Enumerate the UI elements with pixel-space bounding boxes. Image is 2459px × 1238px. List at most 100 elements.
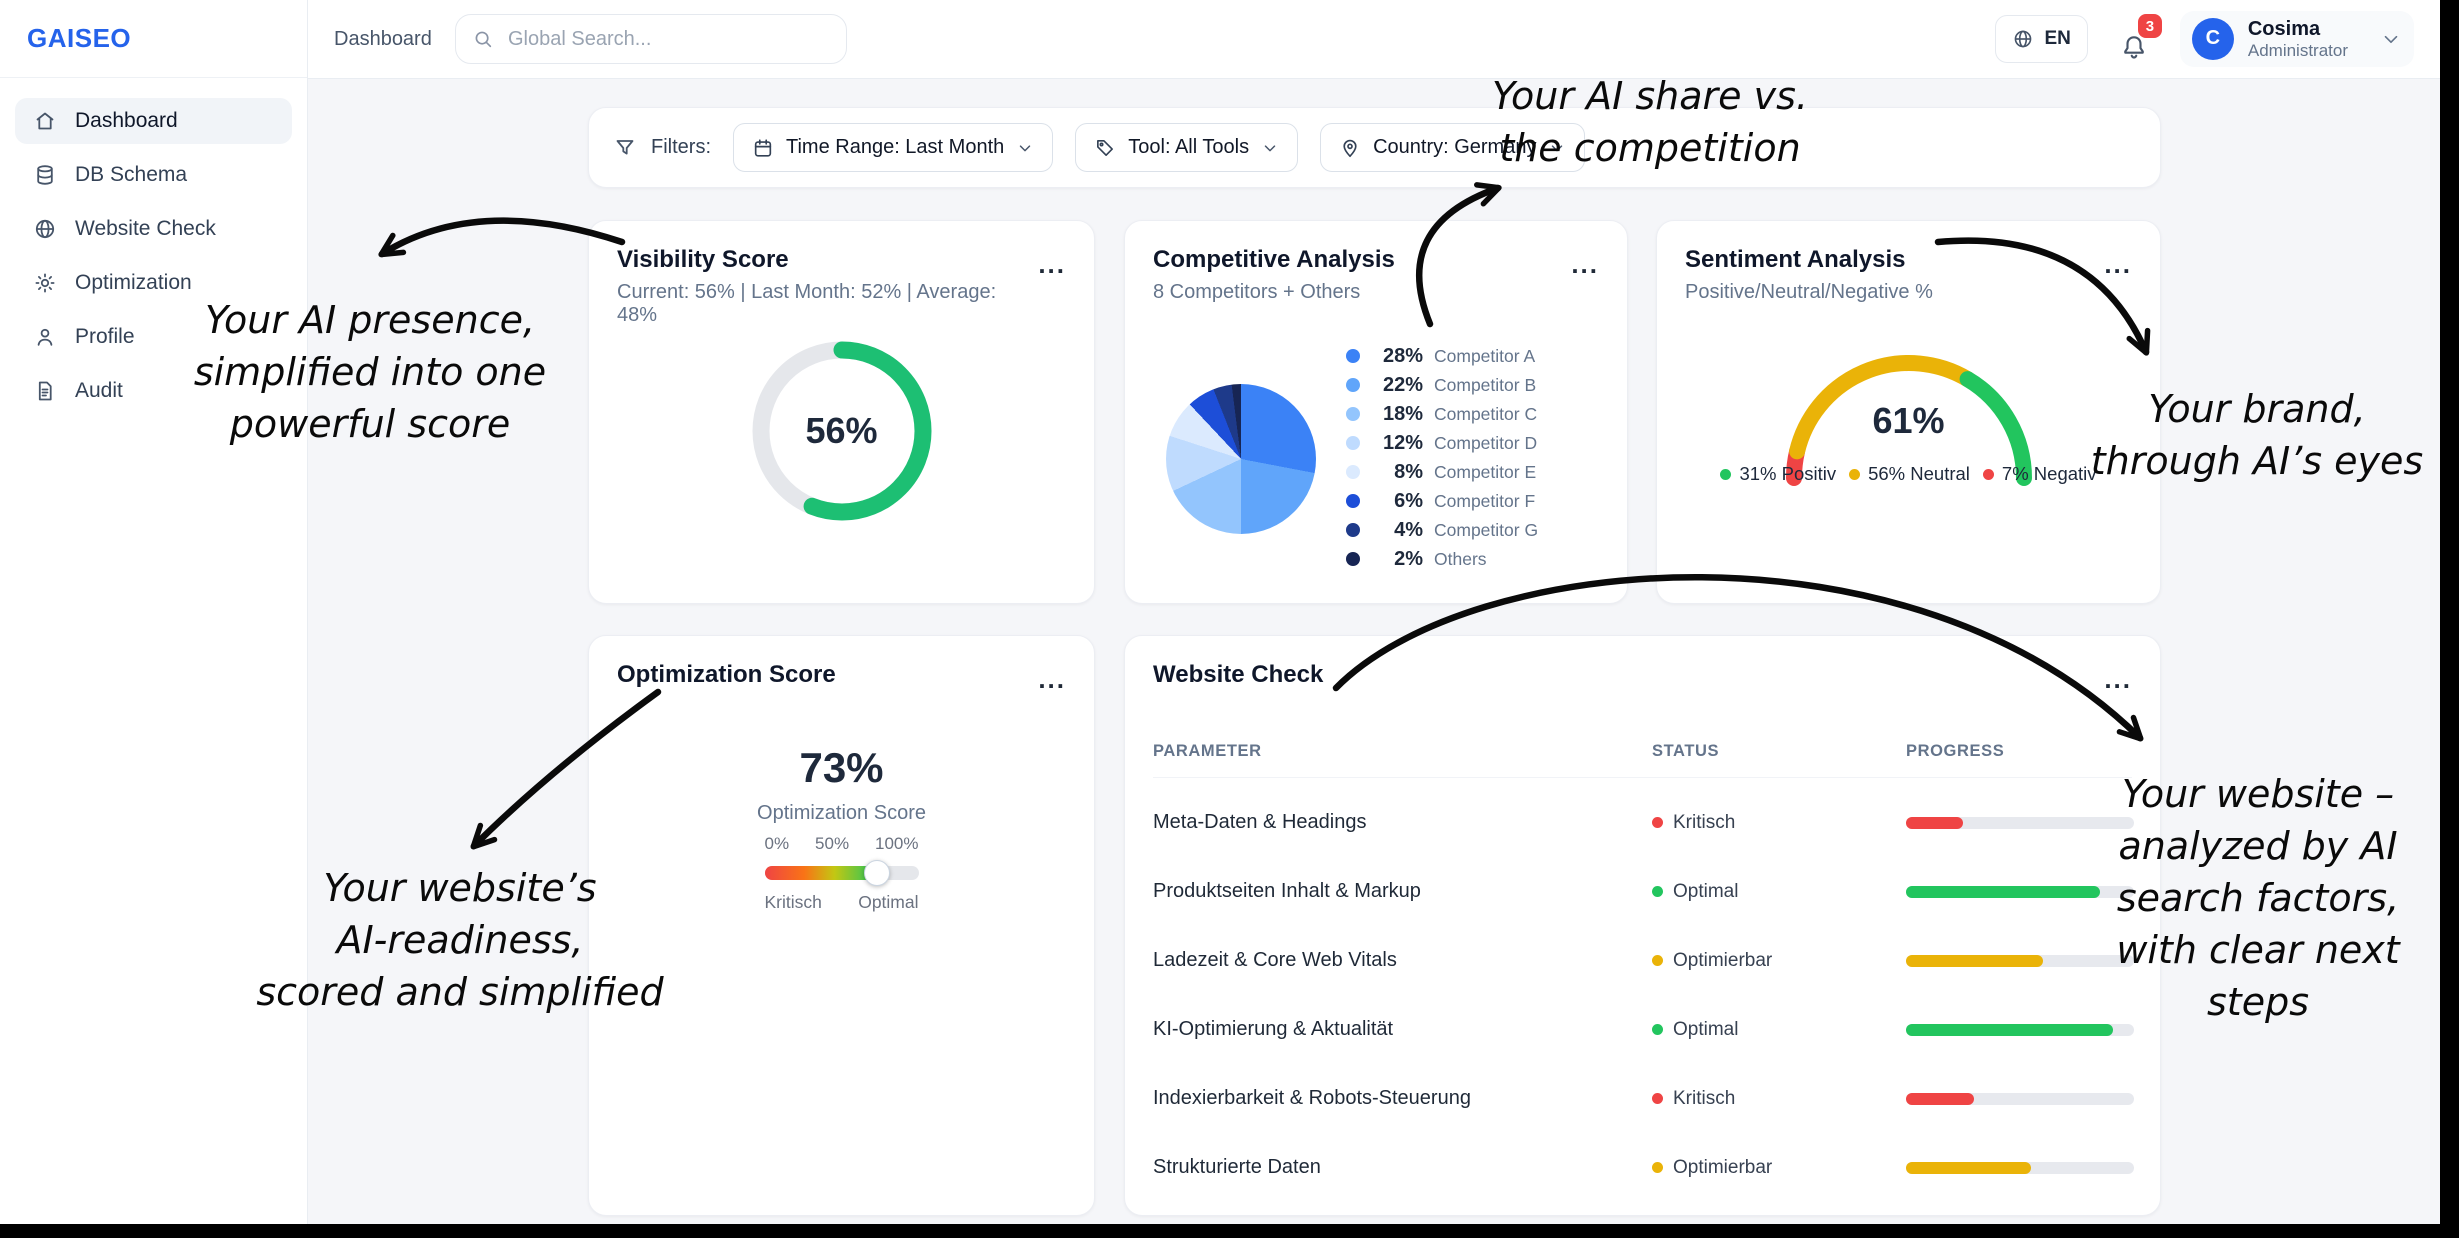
bell-icon — [2124, 36, 2144, 59]
annotation-line: Your AI share vs. — [1492, 74, 1808, 118]
sidebar-item-label: Dashboard — [75, 109, 178, 132]
database-icon — [37, 165, 53, 185]
slider-track[interactable] — [764, 860, 919, 886]
legend-dot — [1346, 494, 1360, 508]
annotation-line: analyzed by AI — [2118, 824, 2398, 869]
annotation-line: AI-readiness, — [336, 918, 584, 963]
status-dot — [1652, 955, 1663, 966]
legend-label: 56% Neutral — [1868, 463, 1970, 484]
sidebar-item-label: DB Schema — [75, 163, 188, 186]
card-menu-button[interactable]: ... — [2104, 249, 2132, 279]
card-menu-button[interactable]: ... — [1038, 249, 1066, 279]
status-cell: Optimierbar — [1652, 950, 1906, 972]
status-cell: Kritisch — [1652, 1088, 1906, 1110]
legend-label: 7% Negativ — [2001, 463, 2097, 484]
legend-dot — [1720, 468, 1732, 480]
card-menu-button[interactable]: ... — [1038, 664, 1066, 694]
sidebar-item-label: Profile — [75, 325, 135, 348]
sentiment-legend: 31% Positiv 56% Neutral 7% Negativ — [1657, 463, 2160, 485]
slider-fill — [764, 866, 877, 880]
sidebar-item-profile[interactable]: Profile — [15, 314, 292, 360]
gauge-segment — [1788, 355, 1976, 460]
legend-label: Competitor F — [1434, 490, 1536, 511]
sidebar: GAISEO Dashboard DB Schema Website Check… — [0, 0, 308, 1224]
legend-label: Competitor B — [1434, 374, 1537, 395]
annotation-line: steps — [2207, 980, 2309, 1025]
language-button[interactable]: EN — [1995, 15, 2088, 63]
slider-thumb[interactable] — [863, 860, 890, 886]
status-dot — [1652, 1162, 1663, 1173]
parameter-cell: KI-Optimierung & Aktualität — [1153, 1018, 1394, 1040]
tool-filter[interactable]: Tool: All Tools — [1075, 123, 1299, 172]
legend-dot — [1346, 436, 1360, 450]
globe-icon — [2015, 30, 2032, 48]
progress-fill — [1906, 816, 1963, 829]
card-menu-button[interactable]: ... — [2104, 664, 2132, 694]
sidebar-item-dashboard[interactable]: Dashboard — [15, 98, 292, 144]
legend-item: 56% Neutral — [1849, 463, 1970, 485]
sidebar-item-audit[interactable]: Audit — [15, 368, 292, 414]
progress-bar — [1906, 1092, 2134, 1105]
card-title: Sentiment Analysis — [1685, 246, 1906, 273]
annotation-line: through AI’s eyes — [2090, 439, 2424, 484]
sentiment-gauge-arcs — [1785, 355, 2032, 486]
legend-pct: 22% — [1382, 373, 1423, 396]
legend-dot — [1346, 407, 1360, 421]
sidebar-item-label: Optimization — [75, 271, 192, 294]
annotation-line: the competition — [1499, 126, 1801, 171]
sidebar-item-optimization[interactable]: Optimization — [15, 260, 292, 306]
progress-fill — [1906, 885, 2100, 898]
status-dot — [1652, 1024, 1663, 1035]
progress-bar — [1906, 1161, 2134, 1174]
legend-pct: 18% — [1382, 402, 1423, 425]
country-filter[interactable]: Country: Germany — [1320, 123, 1586, 172]
user-menu[interactable]: C Cosima Administrator — [2179, 10, 2414, 68]
legend-label: Competitor G — [1434, 519, 1539, 540]
optimization-value: 73% — [799, 744, 884, 791]
legend-dot — [1346, 378, 1360, 392]
legend-dot — [1346, 523, 1360, 537]
annotation-visibility: Your AI presence, simplified into one po… — [165, 294, 575, 450]
sidebar-nav: Dashboard DB Schema Website Check Optimi… — [0, 78, 307, 414]
annotation-website: Your website – analyzed by AI search fac… — [2093, 768, 2423, 1028]
progress-fill — [1906, 1023, 2114, 1036]
filters-bar: Filters: Time Range: Last Month Tool: Al… — [588, 107, 2161, 188]
filters-label: Filters: — [613, 136, 711, 160]
time-range-filter[interactable]: Time Range: Last Month — [733, 123, 1054, 172]
notifications-button[interactable]: 3 — [2112, 14, 2162, 62]
card-subtitle: Current: 56% | Last Month: 52% | Average… — [617, 281, 997, 326]
brand-logo[interactable]: GAISEO — [27, 23, 132, 53]
legend-pct: 2% — [1394, 547, 1423, 570]
column-header-status: STATUS — [1652, 742, 1720, 760]
globe-icon — [35, 219, 55, 239]
notification-badge: 3 — [2137, 14, 2162, 38]
tool-value: Tool: All Tools — [1128, 136, 1250, 158]
status-cell: Optimal — [1652, 1019, 1906, 1041]
breadcrumb[interactable]: Dashboard — [334, 27, 432, 50]
card-title: Website Check — [1153, 661, 1324, 688]
avatar: C — [2191, 17, 2234, 60]
competitive-legend: 28% Competitor A 22% Competitor B 18% Compe… — [1346, 345, 1538, 570]
status-label: Optimierbar — [1673, 949, 1773, 971]
tag-icon — [1097, 139, 1114, 156]
optimization-caption: Optimization Score — [757, 802, 926, 824]
sidebar-item-website-check[interactable]: Website Check — [15, 206, 292, 252]
progress-fill — [1906, 1092, 1975, 1105]
sentiment-gauge-chart: 61% — [1759, 338, 2059, 490]
search-input[interactable] — [506, 26, 830, 52]
sidebar-item-db-schema[interactable]: DB Schema — [15, 152, 292, 198]
legend-label: Others — [1434, 548, 1487, 569]
progress-bar — [1906, 885, 2134, 898]
annotation-line: powerful score — [229, 402, 511, 447]
legend-item: 12% Competitor D — [1346, 432, 1538, 454]
card-title: Competitive Analysis — [1153, 246, 1395, 273]
gear-icon — [35, 273, 55, 293]
card-menu-button[interactable]: ... — [1571, 249, 1599, 279]
legend-label: 31% Positiv — [1739, 463, 1837, 484]
parameter-cell: Strukturierte Daten — [1153, 1156, 1321, 1178]
progress-bar — [1906, 816, 2134, 829]
user-icon — [37, 328, 53, 346]
status-cell: Optimal — [1652, 881, 1906, 903]
visibility-score-card: Visibility Score Current: 56% | Last Mon… — [588, 220, 1095, 604]
